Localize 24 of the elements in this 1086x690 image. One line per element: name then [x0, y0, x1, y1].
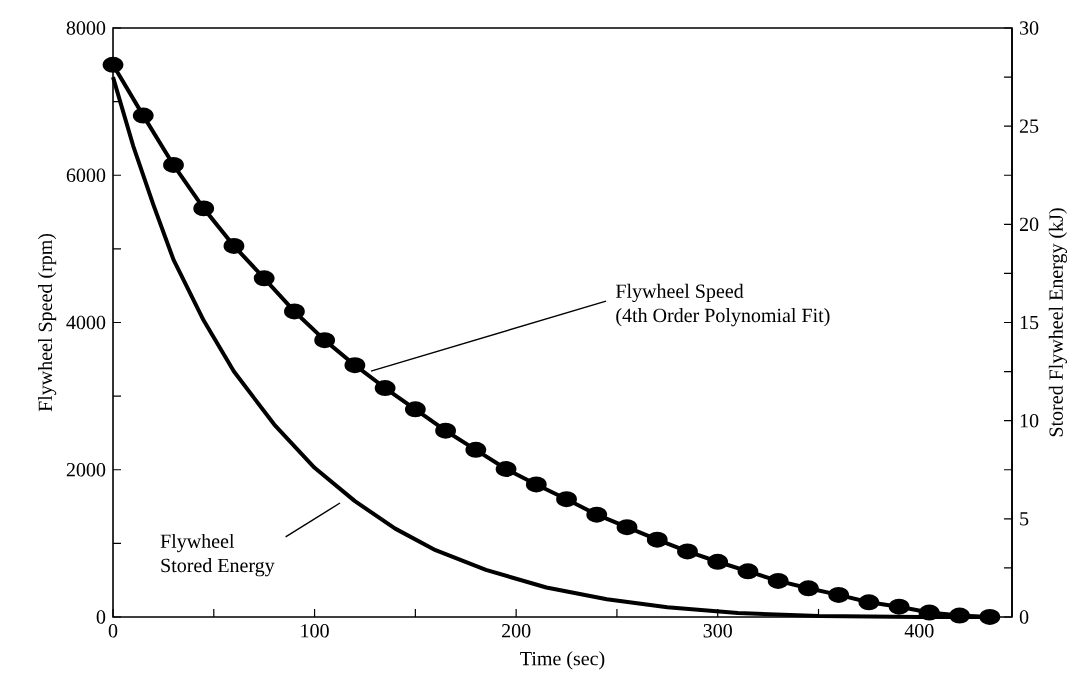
- y2-tick-label: 25: [1019, 119, 1039, 133]
- x-tick-label: 300: [703, 624, 732, 638]
- y2-tick-label: 20: [1019, 217, 1039, 232]
- annotation: Flywheel Speed: [615, 283, 744, 303]
- y-tick-label: 4000: [66, 315, 106, 330]
- y-tick-label: 8000: [66, 21, 106, 35]
- y2-tick-label: 15: [1020, 315, 1039, 330]
- x-tick-label: 400: [904, 624, 934, 638]
- y2-tick-label: 5: [1020, 512, 1029, 526]
- y2-axis-title: Stored Flywheel Energy (kJ): [1048, 208, 1067, 437]
- x-tick-label: 100: [301, 624, 329, 638]
- x-tick-label: 0: [108, 624, 118, 638]
- annotation: Stored Energy: [161, 558, 275, 577]
- y-tick-label: 6000: [66, 168, 106, 182]
- annotation: Flywheel: [160, 533, 235, 553]
- y2-tick-label: 10: [1020, 413, 1039, 428]
- x-tick-label: 200: [502, 624, 531, 638]
- y2-tick-label: 30: [1020, 21, 1039, 35]
- annotation: (4th Order Polynomial Fit): [616, 308, 830, 327]
- x-axis-title: Time (sec): [520, 651, 605, 670]
- y-tick-label: 2000: [66, 462, 106, 477]
- y-axis-title: Flywheel Speed (rpm): [38, 233, 57, 412]
- y-tick-label: 0: [96, 610, 106, 624]
- y2-tick-label: 0: [1019, 610, 1029, 624]
